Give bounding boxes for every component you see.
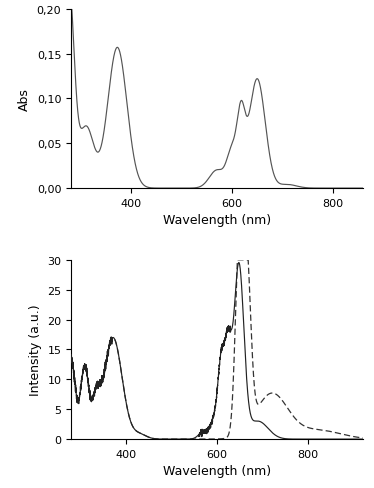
X-axis label: Wavelength (nm): Wavelength (nm) xyxy=(163,465,271,477)
Y-axis label: Intensity (a.u.): Intensity (a.u.) xyxy=(29,304,42,395)
Y-axis label: Abs: Abs xyxy=(18,88,31,111)
X-axis label: Wavelength (nm): Wavelength (nm) xyxy=(163,214,271,227)
